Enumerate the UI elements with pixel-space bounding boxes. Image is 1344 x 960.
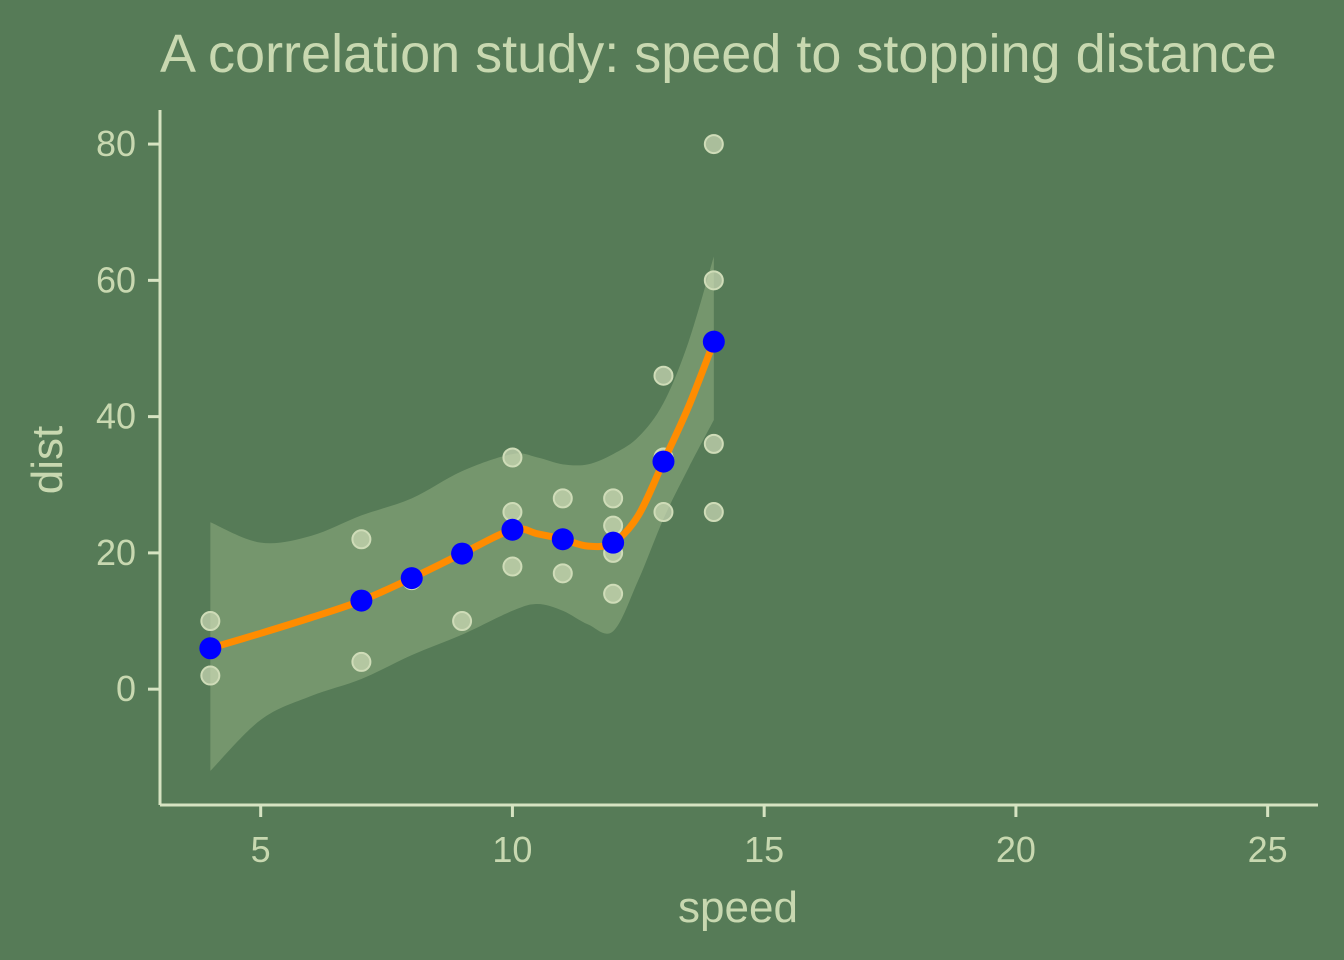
y-axis-label: dist bbox=[23, 426, 72, 494]
raw-data-point bbox=[452, 611, 473, 632]
confidence-band-layer bbox=[210, 256, 714, 771]
mean-data-point bbox=[501, 518, 524, 541]
mean-data-point bbox=[551, 528, 574, 551]
y-tick-label: 80 bbox=[96, 123, 136, 164]
mean-points-layer bbox=[199, 330, 725, 660]
raw-data-point bbox=[703, 270, 724, 291]
mean-data-point bbox=[199, 637, 222, 660]
x-tick-label: 15 bbox=[744, 829, 784, 870]
raw-data-point bbox=[603, 583, 624, 604]
y-tick-label: 0 bbox=[116, 668, 136, 709]
mean-data-point bbox=[602, 531, 625, 554]
chart-title: A correlation study: speed to stopping d… bbox=[160, 24, 1277, 84]
raw-data-point bbox=[653, 502, 674, 523]
x-axis-label: speed bbox=[678, 883, 798, 932]
raw-data-point bbox=[351, 529, 372, 550]
raw-data-point bbox=[703, 134, 724, 155]
y-tick-label: 60 bbox=[96, 259, 136, 300]
mean-data-point bbox=[652, 450, 675, 473]
raw-data-point bbox=[653, 365, 674, 386]
y-tick-label: 20 bbox=[96, 532, 136, 573]
confidence-band bbox=[210, 256, 714, 771]
x-tick-label: 10 bbox=[492, 829, 532, 870]
mean-data-point bbox=[451, 542, 474, 565]
raw-data-point bbox=[200, 611, 221, 632]
mean-data-point bbox=[400, 567, 423, 590]
mean-data-point bbox=[702, 330, 725, 353]
raw-data-point bbox=[703, 433, 724, 454]
y-tick-label: 40 bbox=[96, 396, 136, 437]
raw-data-point bbox=[502, 556, 523, 577]
raw-data-point bbox=[552, 488, 573, 509]
raw-data-point bbox=[703, 502, 724, 523]
raw-data-point bbox=[351, 651, 372, 672]
x-tick-label: 25 bbox=[1248, 829, 1288, 870]
raw-data-point bbox=[552, 563, 573, 584]
mean-data-point bbox=[350, 589, 373, 612]
raw-data-point bbox=[502, 502, 523, 523]
smooth-line-layer bbox=[206, 338, 718, 652]
raw-data-point bbox=[603, 488, 624, 509]
axes-layer: 5 10 15 20 25 0 20 40 60 80 bbox=[96, 110, 1318, 870]
raw-data-point bbox=[502, 447, 523, 468]
x-tick-label: 5 bbox=[251, 829, 271, 870]
raw-data-point bbox=[200, 665, 221, 686]
x-tick-label: 20 bbox=[996, 829, 1036, 870]
smooth-trend-line bbox=[206, 338, 718, 652]
